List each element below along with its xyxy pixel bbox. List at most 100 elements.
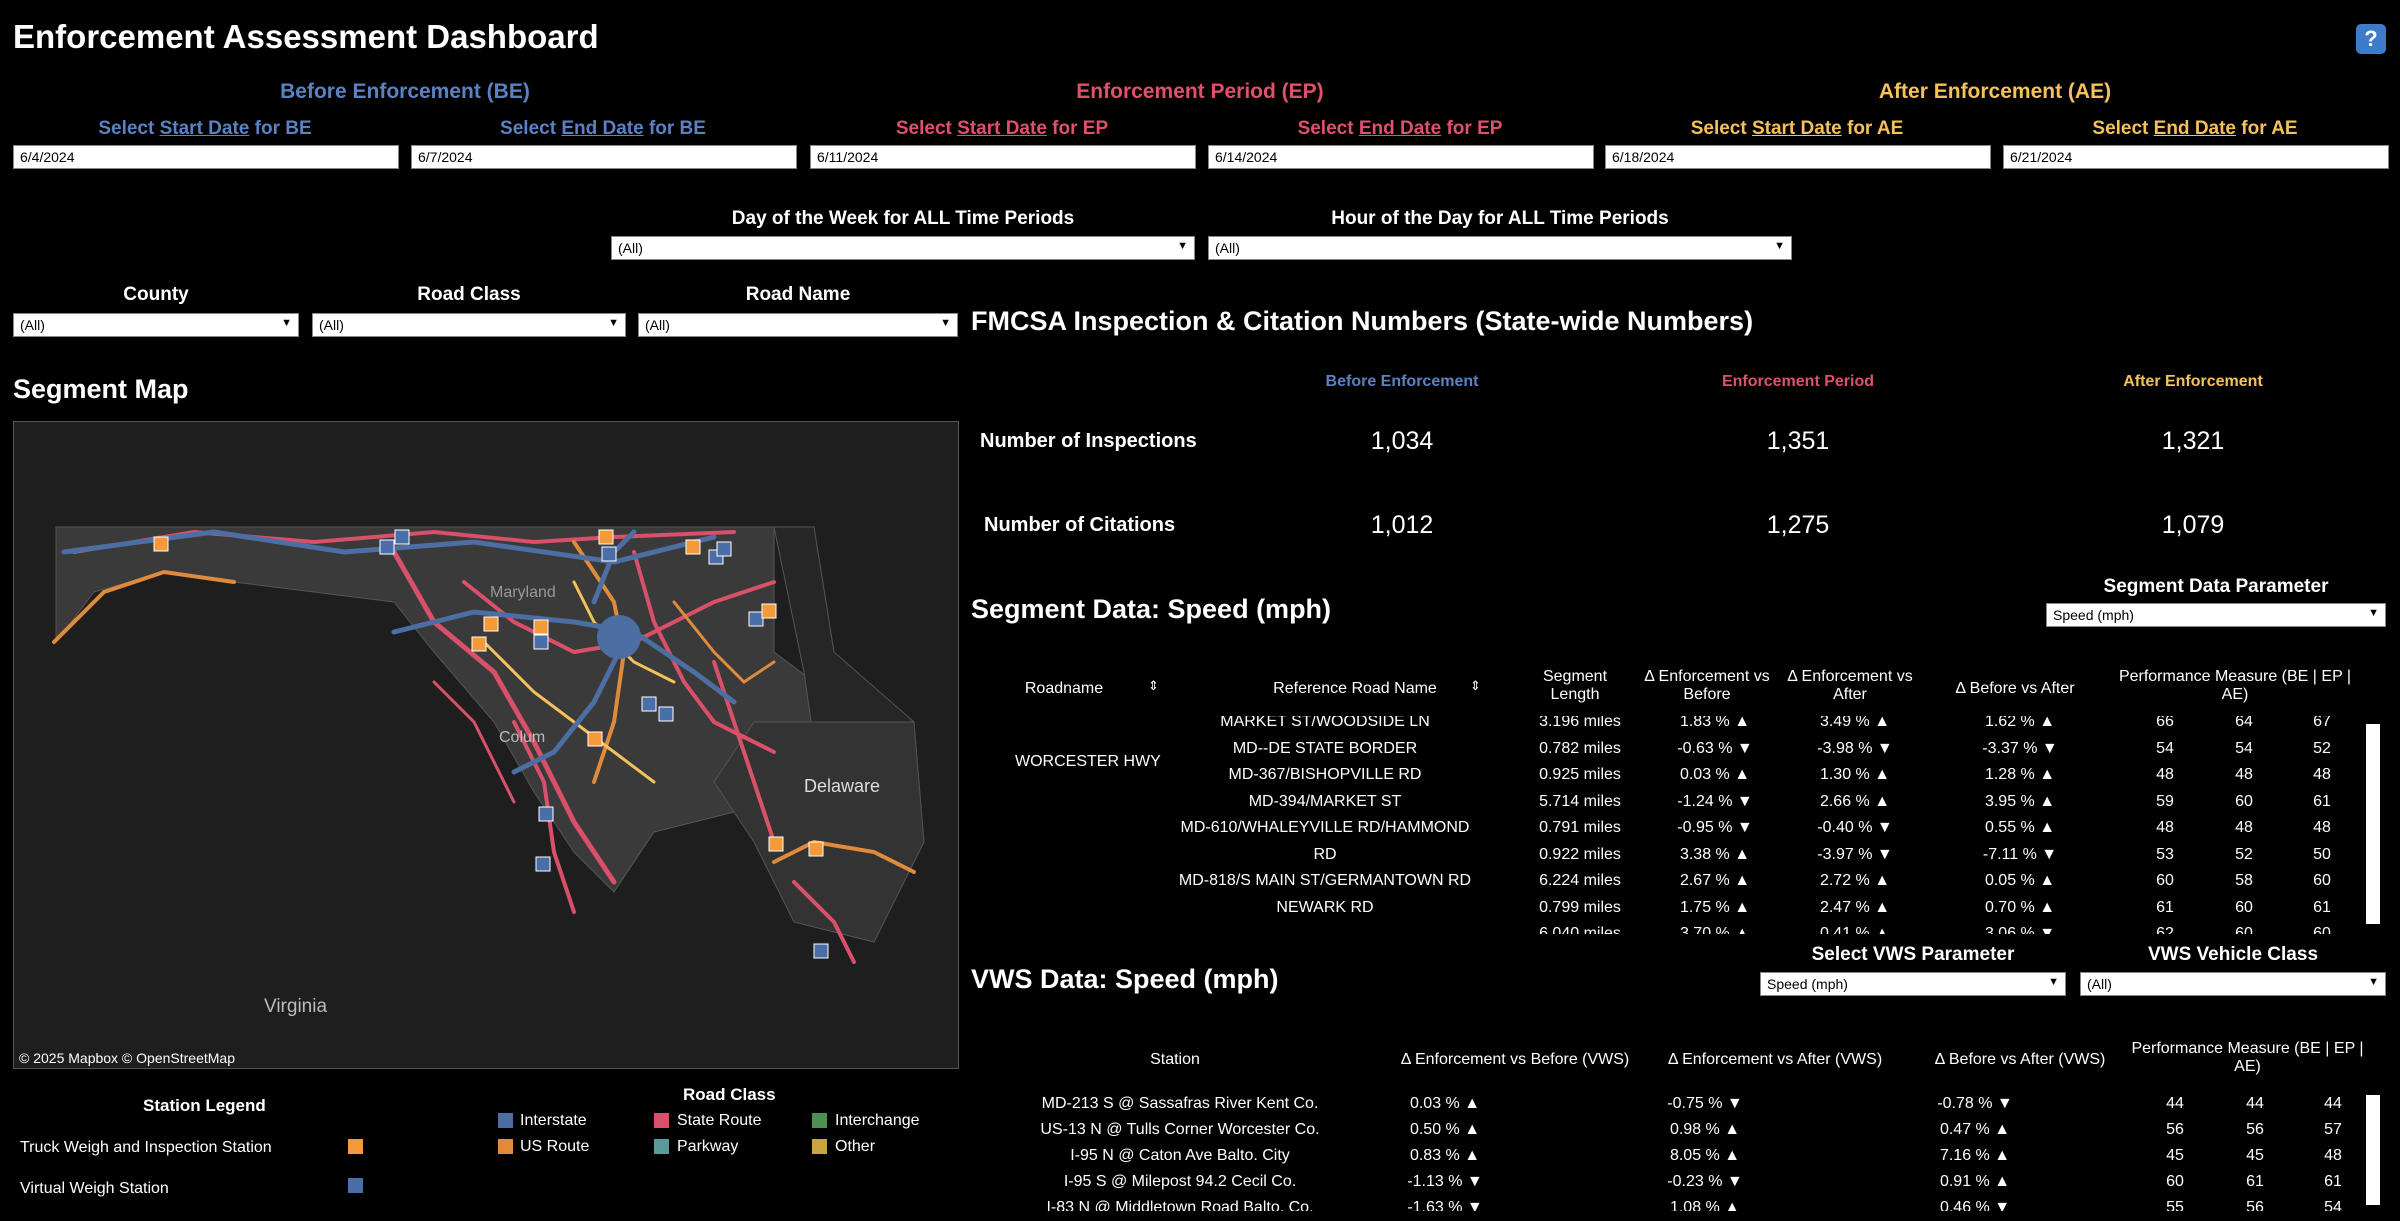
delta-ep-be-cell: 2.67 % ▲ [1679,872,1751,889]
inspections-ep: 1,351 [1766,427,1830,455]
virtual-station-marker[interactable] [394,529,410,545]
performance-value-cell: 48 [2156,766,2174,783]
truck-station-marker[interactable] [483,616,499,632]
truck-station-marker[interactable] [808,841,824,857]
delta-be-ae-cell: -3.37 % ▼ [1982,739,2058,757]
dow-select[interactable]: (All) ▼ [611,236,1195,260]
vws-scrollbar[interactable] [2366,1095,2380,1205]
col-roadname[interactable]: Roadname [1024,680,1104,697]
be-start-input[interactable]: 6/4/2024 [13,145,399,169]
vws-class-select[interactable]: (All) ▼ [2080,972,2386,996]
delta-ep-be-cell: 0.03 % ▲ [1679,766,1751,783]
performance-value-cell: 54 [2324,1199,2342,1211]
help-icon[interactable]: ? [2356,24,2386,54]
truck-station-marker[interactable] [153,536,169,552]
performance-value-cell: 64 [2235,716,2253,730]
ae-start-input[interactable]: 6/18/2024 [1605,145,1991,169]
other-legend: Other [835,1138,876,1155]
truck-station-marker[interactable] [761,603,777,619]
truck-station-marker[interactable] [768,836,784,852]
col-vws-ep-be[interactable]: Δ Enforcement vs Before (VWS) [1400,1051,1630,1068]
roadclass-select[interactable]: (All) ▼ [312,313,626,337]
delta-ep-be-cell: 3.38 % ▲ [1679,845,1751,863]
virtual-station-marker[interactable] [538,806,554,822]
truck-station-marker[interactable] [598,529,614,545]
segment-length-cell: 0.925 miles [1539,766,1621,783]
delta-ep-be-cell: 3.70 % ▲ [1679,925,1751,934]
chevron-down-icon: ▼ [2368,607,2379,619]
col-vws-ep-ae[interactable]: Δ Enforcement vs After (VWS) [1667,1051,1883,1068]
delta-be-ae-cell: 1.28 % ▲ [1984,766,2056,783]
segment-length-cell: 3.196 miles [1539,716,1621,730]
delta-ep-ae-cell: 3.49 % ▲ [1819,716,1891,730]
sort-icon[interactable]: ⇕ [1148,678,1159,693]
col-delta-be-ae[interactable]: Δ Before vs After [1955,680,2075,697]
virtual-station-marker[interactable] [716,541,732,557]
ae-heading: After Enforcement (AE) [1878,80,2112,103]
virtual-station-marker[interactable] [813,943,829,959]
sort-icon[interactable]: ⇕ [1470,678,1481,693]
segment-table-body[interactable]: WORCESTER HWY MARKET ST/WOODSIDE LN 3.196… [970,716,2370,934]
vws-param-select[interactable]: Speed (mph) ▼ [1760,972,2066,996]
segment-length-cell: 0.791 miles [1539,819,1621,836]
virtual-station-marker[interactable] [379,539,395,555]
delta-be-ae-cell: 0.70 % ▲ [1984,898,2056,916]
performance-value-cell: 60 [2313,925,2331,934]
performance-value-cell: 61 [2313,792,2331,810]
performance-value-cell: 58 [2235,872,2253,889]
ep-end-input[interactable]: 6/14/2024 [1208,145,1594,169]
reference-road-cell: RD [1313,845,1337,863]
station-cell: I-95 N @ Caton Ave Balto. City [1070,1147,1290,1164]
virtual-station-marker[interactable] [535,856,551,872]
segment-scrollbar[interactable] [2366,724,2380,924]
performance-value-cell: 55 [2166,1199,2184,1211]
roadname-select[interactable]: (All) ▼ [638,313,958,337]
col-vws-performance[interactable]: Performance Measure (BE | EP | AE) [2131,1040,2364,1075]
map-attribution[interactable]: © 2025 Mapbox © OpenStreetMap [19,1050,235,1066]
col-station[interactable]: Station [1150,1051,1200,1068]
col-vws-be-ae[interactable]: Δ Before vs After (VWS) [1934,1051,2106,1068]
vws-table-body[interactable]: MD-213 S @ Sassafras River Kent Co. 0.03 … [970,1095,2370,1211]
truck-station-marker[interactable] [471,636,487,652]
chevron-down-icon: ▼ [1774,240,1785,252]
virtual-station-marker[interactable] [748,611,764,627]
col-reference-road[interactable]: Reference Road Name [1273,680,1437,697]
performance-value-cell: 60 [2156,872,2174,889]
us-route-swatch [498,1139,513,1154]
fmcsa-col-ae: After Enforcement [2123,373,2263,390]
be-end-input[interactable]: 6/7/2024 [411,145,797,169]
virtual-station-marker[interactable] [533,634,549,650]
vws-ep-be-cell: -1.63 % ▼ [1407,1199,1483,1211]
county-select[interactable]: (All) ▼ [13,313,299,337]
virtual-station-marker[interactable] [641,696,657,712]
performance-value-cell: 53 [2156,845,2174,863]
performance-value-cell: 57 [2324,1121,2342,1138]
inspections-label: Number of Inspections [980,430,1197,452]
col-performance[interactable]: Performance Measure (BE | EP | AE) [2118,668,2352,703]
virtual-station-marker[interactable] [601,546,617,562]
ep-start-input[interactable]: 6/11/2024 [810,145,1196,169]
truck-station-marker[interactable] [685,539,701,555]
chevron-down-icon: ▼ [608,317,619,329]
station-legend-title: Station Legend [143,1096,266,1115]
ae-end-input[interactable]: 6/21/2024 [2003,145,2389,169]
col-delta-ep-ae[interactable]: Δ Enforcement vs After [1787,668,1913,703]
hour-select[interactable]: (All) ▼ [1208,236,1792,260]
performance-value-cell: 60 [2313,872,2331,889]
segment-length-cell: 5.714 miles [1539,792,1621,810]
performance-value-cell: 60 [2235,925,2253,934]
vws-class-label: VWS Vehicle Class [2147,944,2319,965]
col-segment-length[interactable]: Segment Length [1542,668,1608,703]
col-delta-ep-be[interactable]: Δ Enforcement vs Before [1644,668,1770,703]
truck-station-marker[interactable] [587,731,603,747]
map-canvas[interactable]: Maryland Colum Delaware Virginia © 2025 … [14,422,959,1069]
segment-param-select[interactable]: Speed (mph) ▼ [2046,603,2386,627]
virtual-station-marker[interactable] [658,706,674,722]
truck-station-marker[interactable] [533,619,549,635]
performance-value-cell: 61 [2246,1173,2264,1190]
performance-value-cell: 48 [2313,766,2331,783]
performance-value-cell: 48 [2313,819,2331,836]
fmcsa-col-be: Before Enforcement [1325,373,1479,390]
segment-map[interactable]: Maryland Colum Delaware Virginia © 2025 … [13,421,959,1069]
stations[interactable] [153,529,829,959]
